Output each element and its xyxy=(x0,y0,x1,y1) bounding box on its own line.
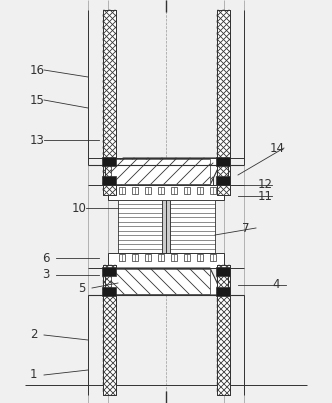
Bar xyxy=(217,10,230,195)
Bar xyxy=(217,10,230,195)
Bar xyxy=(119,187,125,194)
Bar xyxy=(132,187,138,194)
Text: 7: 7 xyxy=(242,222,250,235)
Bar xyxy=(197,187,203,194)
Bar xyxy=(217,265,230,395)
Bar xyxy=(216,176,230,185)
Bar xyxy=(184,187,190,194)
Bar xyxy=(105,158,228,185)
Bar xyxy=(103,265,116,395)
Bar xyxy=(210,187,216,194)
Bar xyxy=(111,269,210,294)
Text: 10: 10 xyxy=(72,202,87,214)
Text: 3: 3 xyxy=(42,268,49,282)
Bar xyxy=(102,267,116,276)
Text: 11: 11 xyxy=(258,189,273,202)
Text: 12: 12 xyxy=(258,179,273,191)
Bar xyxy=(103,265,116,395)
Bar xyxy=(145,187,151,194)
Bar xyxy=(102,176,116,185)
Polygon shape xyxy=(110,268,223,295)
Bar xyxy=(184,254,190,261)
Bar xyxy=(103,265,116,395)
Bar xyxy=(132,254,138,261)
Bar xyxy=(120,158,213,185)
Text: 16: 16 xyxy=(30,64,45,77)
Polygon shape xyxy=(110,158,223,185)
Bar xyxy=(217,265,230,395)
Text: 4: 4 xyxy=(272,278,280,291)
Text: 15: 15 xyxy=(30,93,45,106)
Bar xyxy=(217,10,230,195)
Bar xyxy=(217,10,230,195)
Text: 13: 13 xyxy=(30,133,45,147)
Text: 5: 5 xyxy=(78,282,85,295)
Bar xyxy=(102,157,116,166)
Bar xyxy=(103,10,116,195)
Bar xyxy=(216,287,230,296)
Text: 14: 14 xyxy=(270,141,285,154)
Bar xyxy=(197,254,203,261)
Bar xyxy=(103,10,116,195)
Bar xyxy=(171,187,177,194)
Bar xyxy=(105,268,228,295)
Bar xyxy=(108,253,224,268)
Bar xyxy=(171,254,177,261)
Bar xyxy=(102,287,116,296)
Bar xyxy=(162,200,170,253)
Bar xyxy=(217,265,230,395)
Text: 6: 6 xyxy=(42,251,49,264)
Bar xyxy=(103,265,116,395)
Bar xyxy=(216,267,230,276)
Bar xyxy=(103,10,116,195)
Bar xyxy=(111,159,210,184)
Bar xyxy=(103,10,116,195)
Bar xyxy=(108,185,224,200)
Bar xyxy=(217,265,230,395)
Bar xyxy=(210,254,216,261)
Text: 2: 2 xyxy=(30,328,38,341)
Bar xyxy=(170,200,215,253)
Bar xyxy=(158,187,164,194)
Bar xyxy=(118,200,162,253)
Bar xyxy=(158,254,164,261)
Bar xyxy=(119,254,125,261)
Text: 1: 1 xyxy=(30,368,38,382)
Bar xyxy=(145,254,151,261)
Bar xyxy=(216,157,230,166)
